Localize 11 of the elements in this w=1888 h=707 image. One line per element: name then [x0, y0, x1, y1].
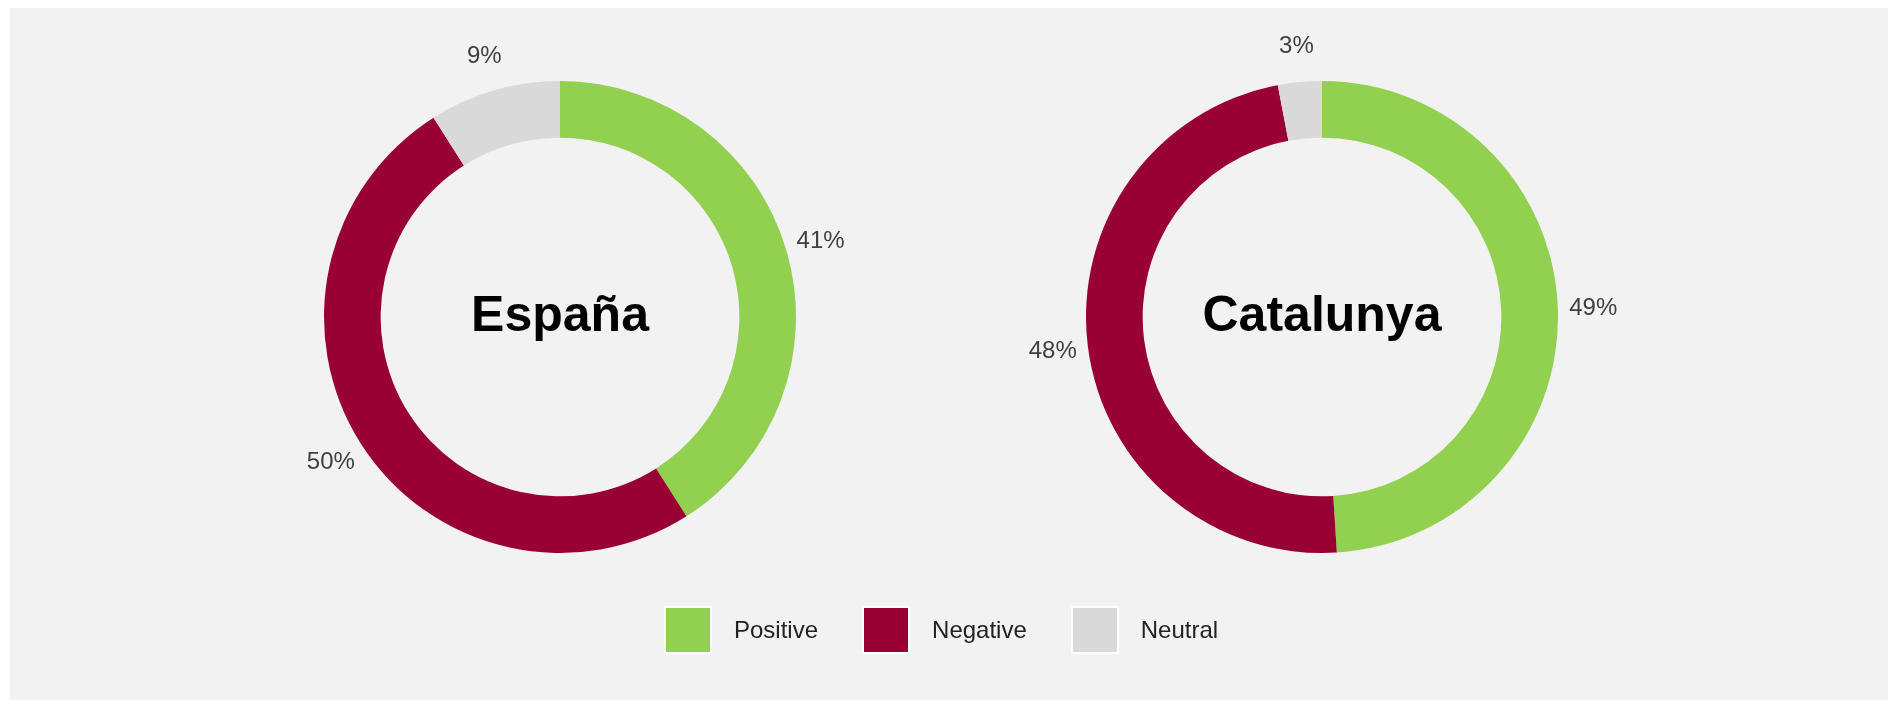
data-label: 48% — [1028, 335, 1077, 363]
data-label: 49% — [1569, 293, 1618, 321]
data-label: 50% — [306, 447, 355, 475]
text: Catalunya — [1202, 285, 1443, 342]
legend-label: Neutral — [1140, 616, 1219, 644]
legend-label: Negative — [932, 616, 1027, 644]
data-label: 9% — [466, 41, 502, 68]
data-label: 3% — [1279, 31, 1314, 59]
data-label: 41% — [796, 225, 845, 253]
legend-label: Positive — [734, 616, 819, 644]
text: España — [471, 285, 651, 342]
